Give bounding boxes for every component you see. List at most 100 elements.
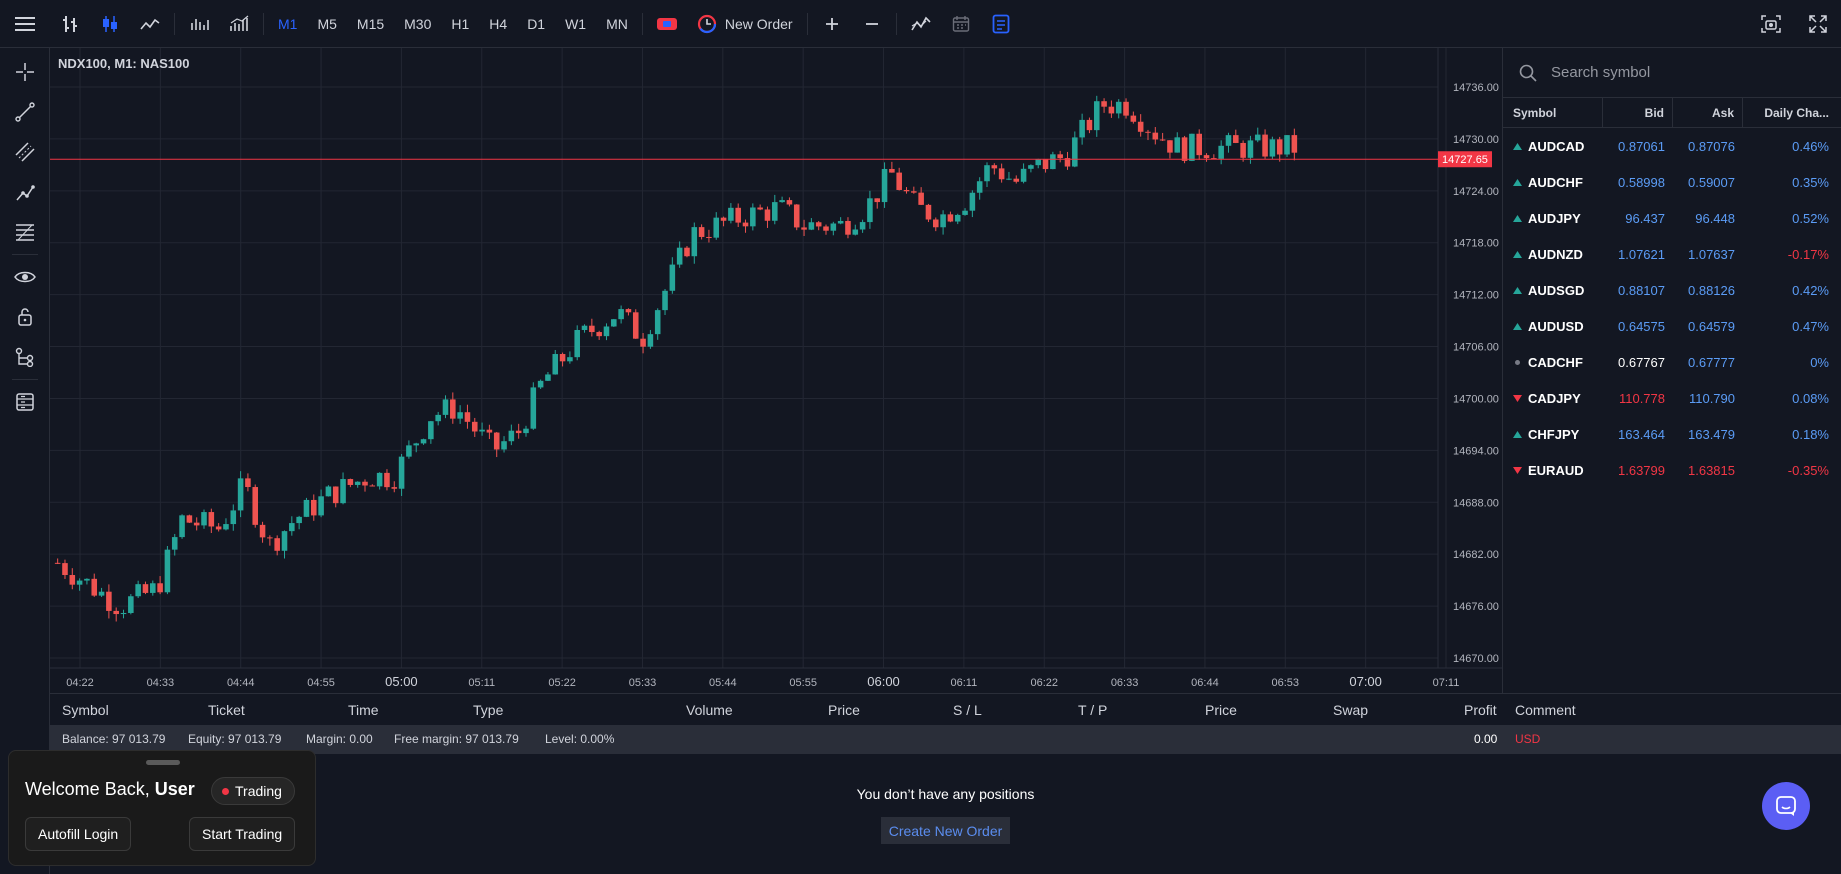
watchlist-row-audcad[interactable]: AUDCAD 0.87061 0.87076 0.46% (1503, 128, 1841, 164)
candle-body (515, 430, 522, 434)
col-time[interactable]: Time (348, 702, 379, 718)
menu-icon[interactable] (0, 0, 50, 48)
watchlist-row-cadchf[interactable]: CADCHF 0.67767 0.67777 0% (1503, 344, 1841, 380)
candlestick-chart-type-icon[interactable] (90, 0, 130, 48)
one-click-trading-icon[interactable] (647, 0, 687, 48)
price-chart[interactable]: 14736.00 14730.00 14724.00 14718.00 14712.00… (50, 48, 1502, 693)
chat-support-button[interactable] (1762, 782, 1810, 830)
timeframe-d1[interactable]: D1 (527, 15, 546, 32)
up-arrow-icon (1513, 142, 1522, 150)
watchlist-row-euraud[interactable]: EURAUD 1.63799 1.63815 -0.35% (1503, 452, 1841, 488)
col-symbol[interactable]: Symbol (1503, 97, 1603, 128)
timeframe-m15[interactable]: M15 (356, 15, 385, 32)
volume-icon[interactable] (179, 0, 219, 48)
watchlist-row-audusd[interactable]: AUDUSD 0.64575 0.64579 0.47% (1503, 308, 1841, 344)
create-new-order-button[interactable]: Create New Order (881, 817, 1010, 844)
candle-body (201, 512, 207, 526)
candle-body (1276, 139, 1283, 155)
lock-icon[interactable] (0, 297, 50, 337)
zoom-out-icon[interactable] (852, 0, 892, 48)
col-price[interactable]: Price (828, 702, 860, 718)
col-comment[interactable]: Comment (1515, 702, 1576, 718)
candle-body (735, 207, 741, 223)
line-chart-type-icon[interactable] (130, 0, 170, 48)
candle-body (925, 204, 932, 220)
screenshot-icon[interactable] (1747, 0, 1795, 48)
timeframe-m1[interactable]: M1 (278, 15, 298, 32)
start-trading-button[interactable]: Start Trading (189, 817, 296, 851)
chart-canvas[interactable]: 14736.00 14730.00 14724.00 14718.00 14712.00… (50, 48, 1502, 693)
col-take-profit[interactable]: T / P (1078, 702, 1108, 718)
row-symbol: AUDSGD (1503, 283, 1603, 298)
channel-tool-icon[interactable] (0, 132, 50, 172)
calendar-icon[interactable] (941, 0, 981, 48)
search-input[interactable] (1551, 64, 1811, 81)
col-bid[interactable]: Bid (1603, 97, 1673, 128)
row-daily-change: 0.47% (1792, 318, 1829, 334)
candle-body (501, 441, 507, 450)
col-ask[interactable]: Ask (1673, 97, 1743, 128)
candle-body (984, 165, 990, 182)
candle-body (1291, 135, 1298, 153)
data-window-icon[interactable] (0, 382, 50, 422)
col-ticket[interactable]: Ticket (208, 702, 245, 718)
watchlist-row-audnzd[interactable]: AUDNZD 1.07621 1.07637 -0.17% (1503, 236, 1841, 272)
drag-handle[interactable] (146, 760, 180, 765)
timeframe-m5[interactable]: M5 (317, 15, 337, 32)
watchlist-row-audsgd[interactable]: AUDSGD 0.88107 0.88126 0.42% (1503, 272, 1841, 308)
zoom-in-icon[interactable] (812, 0, 852, 48)
watchlist-row-chfjpy[interactable]: CHFJPY 163.464 163.479 0.18% (1503, 416, 1841, 452)
candle-body (1174, 137, 1181, 153)
positions-header: Symbol Ticket Time Type Volume Price S /… (50, 693, 1841, 725)
candle-body (867, 198, 873, 223)
col-daily-change[interactable]: Daily Cha... (1764, 105, 1829, 120)
path-tool-icon[interactable] (0, 172, 50, 212)
candle-body (881, 168, 888, 203)
candle-body (889, 168, 895, 173)
crosshair-icon[interactable] (0, 52, 50, 92)
watchlist-row-audjpy[interactable]: AUDJPY 96.437 96.448 0.52% (1503, 200, 1841, 236)
indicators-icon[interactable] (219, 0, 259, 48)
new-order-button[interactable]: New Order (687, 0, 803, 48)
candle-body (479, 429, 485, 432)
bar-chart-type-icon[interactable] (50, 0, 90, 48)
col-profit[interactable]: Profit (1464, 702, 1497, 718)
candle-body (296, 516, 302, 524)
timeframe-mn[interactable]: MN (606, 15, 628, 32)
col-current-price[interactable]: Price (1205, 702, 1237, 718)
notes-icon[interactable] (981, 0, 1021, 48)
timeframe-h4[interactable]: H4 (489, 15, 508, 32)
timeframe-w1[interactable]: W1 (565, 15, 587, 32)
candle-body (603, 326, 610, 337)
candle-body (369, 485, 376, 487)
col-swap[interactable]: Swap (1333, 702, 1369, 718)
candle-body (596, 332, 602, 337)
row-ask: 0.88126 (1688, 282, 1735, 298)
candle-body (589, 325, 595, 333)
col-stop-loss[interactable]: S / L (953, 702, 982, 718)
fullscreen-icon[interactable] (1795, 0, 1841, 48)
eye-icon[interactable] (0, 257, 50, 297)
candle-body (1093, 101, 1100, 131)
fibonacci-icon[interactable] (0, 212, 50, 252)
toolbar-divider (12, 379, 38, 380)
candle-body (896, 172, 902, 190)
autofill-login-button[interactable]: Autofill Login (25, 817, 132, 851)
candle-body (962, 210, 968, 215)
col-volume[interactable]: Volume (686, 702, 733, 718)
candle-body (157, 583, 163, 593)
price-tick-label: 14694.00 (1453, 445, 1499, 457)
up-arrow-icon (1513, 430, 1522, 438)
watchlist-row-cadjpy[interactable]: CADJPY 110.778 110.790 0.08% (1503, 380, 1841, 416)
candle-body (493, 432, 500, 450)
col-type[interactable]: Type (473, 702, 504, 718)
trend-line-icon[interactable] (0, 92, 50, 132)
symbol-search[interactable] (1503, 48, 1841, 98)
timeframe-m30[interactable]: M30 (404, 15, 432, 32)
strategy-tester-icon[interactable] (901, 0, 941, 48)
col-symbol[interactable]: Symbol (62, 702, 109, 718)
watchlist-row-audchf[interactable]: AUDCHF 0.58998 0.59007 0.35% (1503, 164, 1841, 200)
candle-body (113, 610, 119, 615)
object-tree-icon[interactable] (0, 337, 50, 377)
timeframe-h1[interactable]: H1 (451, 15, 470, 32)
